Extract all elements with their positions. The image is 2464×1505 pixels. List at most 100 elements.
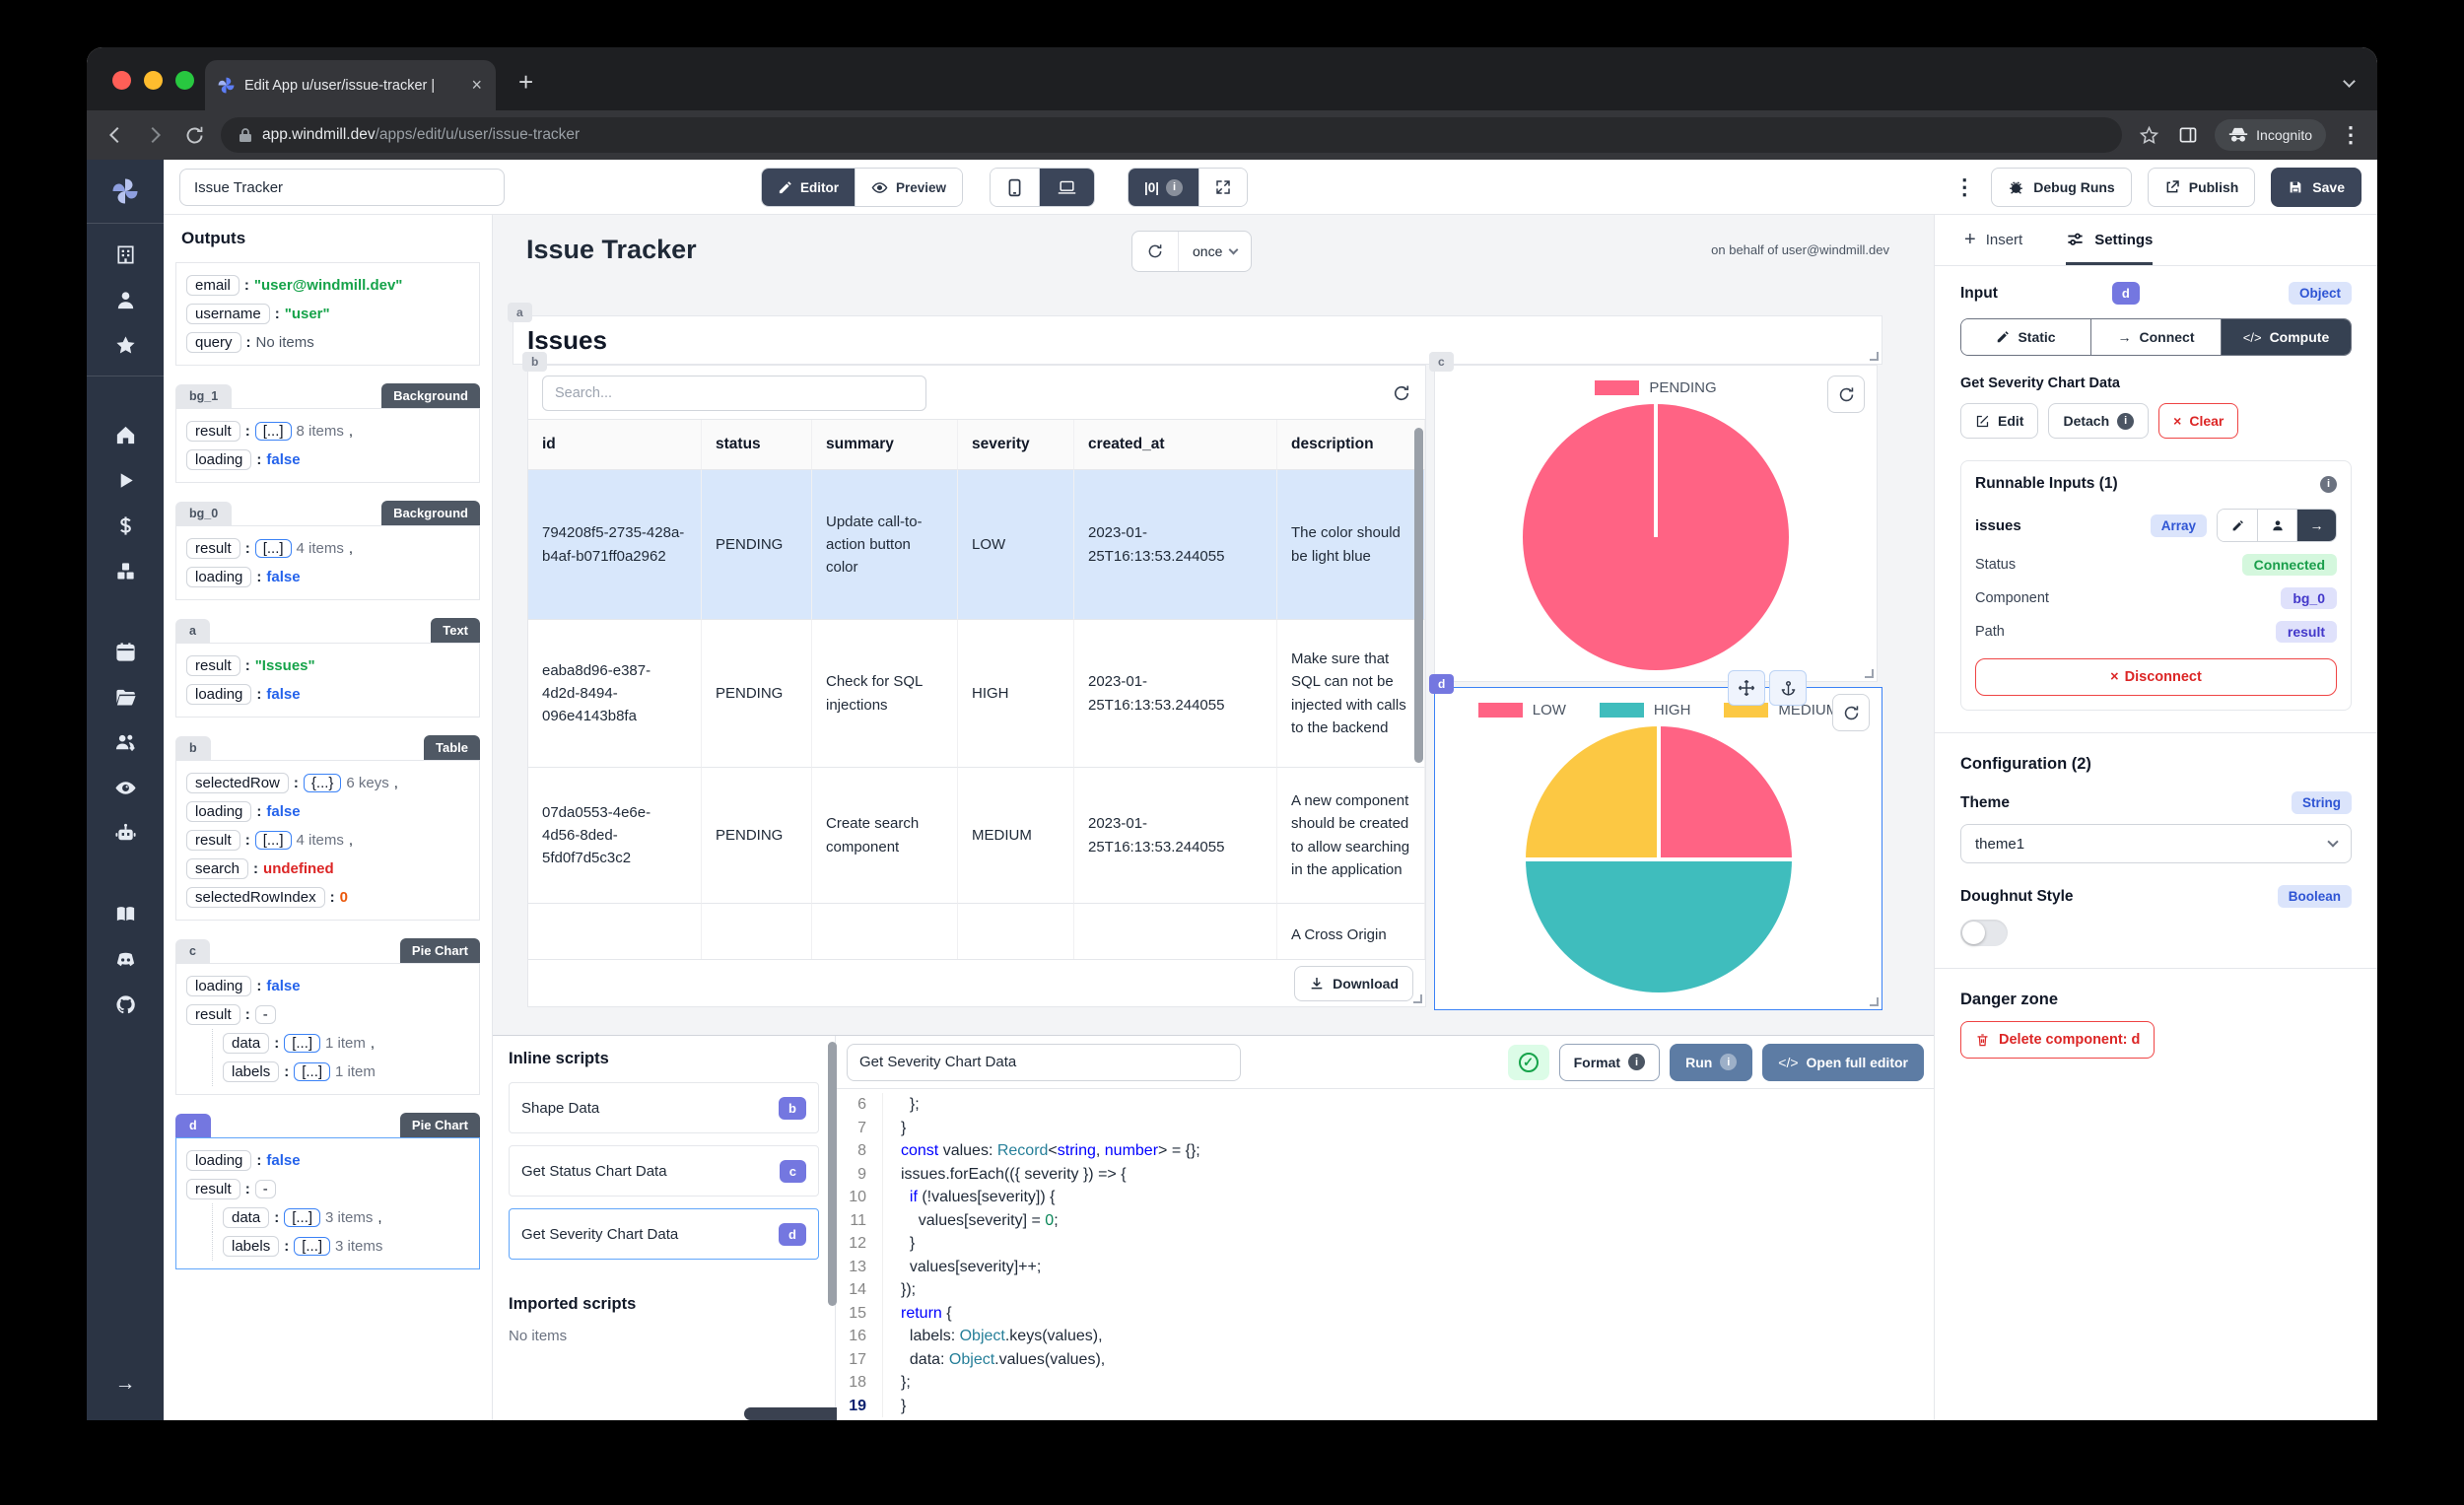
save-button[interactable]: Save: [2271, 168, 2361, 207]
close-window-button[interactable]: [112, 71, 131, 90]
column-header-summary[interactable]: summary: [812, 420, 958, 470]
inline-script-item[interactable]: Get Status Chart Data c: [509, 1145, 819, 1197]
output-key[interactable]: email: [186, 275, 240, 296]
rail-star-icon[interactable]: [87, 322, 164, 368]
download-button[interactable]: Download: [1294, 965, 1413, 1001]
disconnect-button[interactable]: × Disconnect: [1975, 658, 2337, 696]
rail-building-icon[interactable]: [87, 232, 164, 277]
windmill-logo-icon[interactable]: [87, 168, 164, 215]
expand-toggle[interactable]: [...]: [254, 831, 292, 850]
legend-item[interactable]: PENDING: [1595, 379, 1717, 396]
component-d-pie-chart[interactable]: d LOW HIGH MEDIUM: [1429, 670, 1882, 1010]
tab-insert[interactable]: + Insert: [1964, 229, 2023, 250]
output-key[interactable]: search: [186, 858, 249, 879]
rail-play-icon[interactable]: [87, 457, 164, 503]
resize-handle[interactable]: [1870, 352, 1879, 361]
rail-folder-icon[interactable]: [87, 674, 164, 719]
app-name-input[interactable]: [179, 169, 505, 206]
refresh-app-button[interactable]: [1132, 232, 1178, 271]
resize-handle[interactable]: [1870, 997, 1879, 1006]
field-static-button[interactable]: [2218, 510, 2257, 541]
output-card-id[interactable]: d: [175, 1114, 211, 1137]
expand-toggle[interactable]: {...}: [303, 774, 342, 792]
connect-tab[interactable]: → Connect: [2090, 319, 2221, 355]
back-icon[interactable]: [103, 122, 128, 148]
output-key[interactable]: loading: [186, 449, 252, 470]
minimize-window-button[interactable]: [144, 71, 163, 90]
zoom-window-button[interactable]: [175, 71, 194, 90]
delete-component-button[interactable]: Delete component: d: [1960, 1021, 2156, 1059]
legend-item[interactable]: LOW: [1477, 702, 1566, 718]
expand-toggle[interactable]: [...]: [254, 422, 292, 441]
component-ref-badge[interactable]: bg_0: [2281, 587, 2337, 609]
output-key[interactable]: data: [223, 1207, 270, 1228]
script-name-input[interactable]: [847, 1043, 1241, 1081]
legend-item[interactable]: HIGH: [1599, 702, 1690, 718]
publish-button[interactable]: Publish: [2147, 168, 2256, 207]
fullscreen-button[interactable]: [1198, 169, 1248, 206]
rail-home-icon[interactable]: [87, 412, 164, 457]
theme-select[interactable]: theme1: [1960, 824, 2352, 863]
column-header-created_at[interactable]: created_at: [1074, 420, 1277, 470]
expand-toggle[interactable]: -: [254, 1180, 276, 1198]
expand-toggle[interactable]: [...]: [284, 1208, 321, 1227]
clear-script-button[interactable]: × Clear: [2158, 403, 2239, 439]
component-a-text[interactable]: a Issues: [508, 303, 1882, 365]
column-header-description[interactable]: description: [1277, 420, 1425, 470]
output-key[interactable]: selectedRow: [186, 773, 289, 793]
table-row[interactable]: A Cross Origin: [528, 904, 1425, 959]
mobile-view-button[interactable]: [991, 169, 1039, 206]
inline-script-item[interactable]: Get Severity Chart Data d: [509, 1208, 819, 1260]
new-tab-button[interactable]: +: [518, 67, 534, 97]
rail-collapse-arrow-icon[interactable]: →: [114, 1372, 136, 1395]
rail-user-icon[interactable]: [87, 277, 164, 322]
output-key[interactable]: loading: [186, 567, 252, 587]
path-ref-badge[interactable]: result: [2275, 621, 2337, 643]
horizontal-scrollbar[interactable]: [744, 1407, 867, 1420]
chart-c-refresh-button[interactable]: [1827, 376, 1865, 413]
field-connect-button[interactable]: →: [2296, 510, 2336, 541]
app-menu-icon[interactable]: ⋮: [1953, 174, 1976, 199]
component-b-table[interactable]: b idstatussummaryseveritycreated_atdescr…: [522, 352, 1426, 1007]
rail-dollar-icon[interactable]: [87, 503, 164, 548]
debug-runs-button[interactable]: Debug Runs: [1991, 168, 2132, 207]
output-key[interactable]: labels: [223, 1061, 280, 1082]
rail-eye-icon[interactable]: [87, 765, 164, 810]
output-key[interactable]: selectedRowIndex: [186, 887, 325, 908]
output-key[interactable]: loading: [186, 976, 252, 996]
resize-handle[interactable]: [1413, 994, 1422, 1003]
preview-tab[interactable]: Preview: [855, 169, 963, 206]
rail-github-icon[interactable]: [87, 982, 164, 1027]
desktop-view-button[interactable]: [1039, 169, 1094, 206]
expand-toggle[interactable]: [...]: [294, 1237, 331, 1256]
code-area[interactable]: 6 }; 7} 8 const values: Record<string, numb…: [837, 1089, 1934, 1420]
expand-toggle[interactable]: [...]: [254, 539, 292, 558]
output-key[interactable]: result: [186, 538, 240, 559]
rail-robot-icon[interactable]: [87, 810, 164, 855]
table-refresh-icon[interactable]: [1392, 383, 1411, 403]
format-button[interactable]: Format i: [1558, 1043, 1661, 1081]
tab-close-icon[interactable]: ×: [471, 75, 482, 95]
chevron-down-icon[interactable]: [2343, 73, 2356, 91]
output-key[interactable]: data: [223, 1033, 270, 1054]
address-bar[interactable]: app.windmill.dev/apps/edit/u/user/issue-…: [221, 117, 2123, 153]
outputs-toggle-button[interactable]: |0| i: [1129, 169, 1199, 206]
editor-tab[interactable]: Editor: [762, 169, 855, 206]
output-key[interactable]: result: [186, 1004, 240, 1025]
rail-book-icon[interactable]: [87, 891, 164, 936]
output-key[interactable]: loading: [186, 801, 252, 822]
output-card-id[interactable]: bg_0: [175, 502, 233, 525]
doughnut-toggle[interactable]: [1960, 920, 2008, 946]
rail-discord-icon[interactable]: [87, 936, 164, 982]
browser-tab[interactable]: Edit App u/user/issue-tracker | ×: [205, 60, 496, 110]
refresh-mode-dropdown[interactable]: once: [1178, 232, 1251, 271]
chart-d-refresh-button[interactable]: [1832, 694, 1870, 731]
legend-item[interactable]: MEDIUM: [1724, 702, 1838, 718]
reload-icon[interactable]: [181, 122, 207, 148]
output-key[interactable]: loading: [186, 1150, 252, 1171]
compute-tab[interactable]: </> Compute: [2221, 319, 2351, 355]
run-button[interactable]: Run i: [1670, 1043, 1753, 1081]
move-component-icon[interactable]: [1728, 670, 1765, 706]
output-card-id[interactable]: b: [175, 736, 211, 760]
open-full-editor-button[interactable]: </> Open full editor: [1762, 1043, 1924, 1081]
